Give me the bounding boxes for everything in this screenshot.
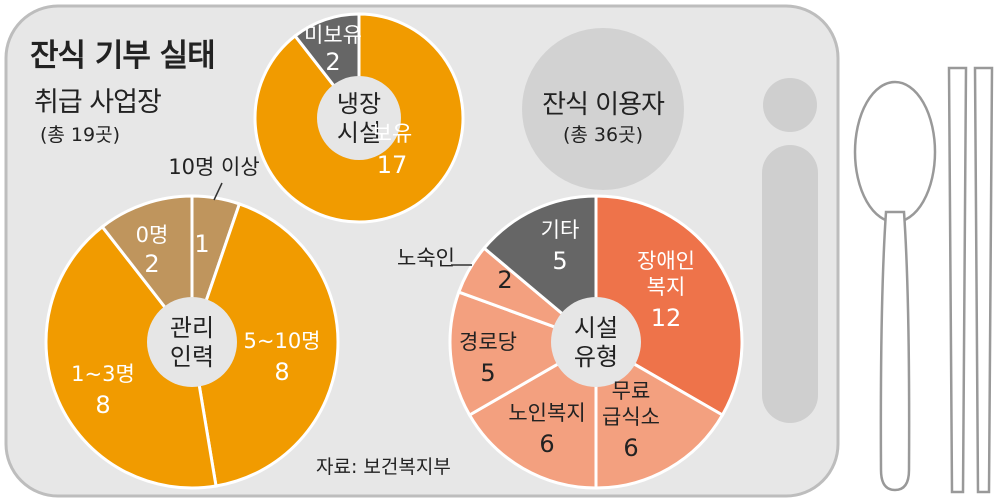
pie-3-center: [551, 297, 641, 387]
pie-1-label-보유: 보유: [372, 122, 412, 147]
leader-line-10plus: [213, 182, 223, 201]
pie-2-label-10명-이상: 10명 이상: [168, 155, 259, 179]
pie-2-value-1to3명: 8: [95, 391, 110, 419]
chart-title: 잔식 기부 실태: [30, 38, 216, 74]
pie-3-slice-경로당: [448, 290, 600, 418]
pie-2-value-5to10명: 8: [274, 358, 289, 386]
pie-2-label-0명: 0명: [136, 223, 169, 247]
pie-2-label-5to10명: 5~10명: [244, 329, 321, 353]
pie-1-center-label: 냉장: [337, 90, 381, 118]
pie-3-label-노숙인: 노숙인: [397, 246, 455, 270]
pie-3-label-장애인-복지: 복지: [647, 275, 686, 299]
pie-3-value-경로당: 5: [480, 359, 495, 387]
pie-2-center: [147, 297, 237, 387]
pie-1-value-미보유: 2: [325, 48, 340, 76]
chart-subtitle: 취급 사업장: [34, 87, 162, 118]
pie-2-label-1to3명: 1~3명: [71, 362, 135, 386]
users-bubble: [522, 28, 684, 190]
pie-3-slice-노인복지: [467, 339, 598, 490]
pie-2-center-label: 인력: [170, 343, 214, 371]
pie-3-value-기타: 5: [552, 247, 567, 275]
pie-2-center-label: 관리: [170, 314, 214, 342]
pie-1-slice-보유: [253, 12, 465, 224]
chopsticks-icon: [947, 66, 994, 494]
users-title: 잔식 이용자: [542, 90, 665, 120]
chart-subtitle-note: (총 19곳): [40, 124, 121, 146]
pie-2-value-10명-이상: 1: [194, 230, 209, 258]
pie-3-slice-기타: [482, 194, 598, 346]
pie-2-slice-5to10명: [190, 202, 340, 488]
spoon-icon: [853, 80, 937, 492]
users-note: (총 36곳): [562, 124, 643, 146]
pie-1-value-보유: 17: [377, 151, 408, 179]
pie-3-value-노숙인: 2: [497, 266, 512, 294]
pie-3-value-무료-급식소: 6: [623, 434, 638, 462]
pie-1-center: [317, 76, 401, 160]
pie-3-value-노인복지: 6: [539, 430, 554, 458]
pie-3-label-무료-급식소: 무료: [612, 379, 651, 403]
pie-1-center-label: 시설: [337, 119, 381, 147]
pie-3-value-장애인-복지: 12: [651, 304, 682, 332]
tray-long-compartment: [762, 145, 818, 423]
pie-3-center-label: 유형: [574, 343, 618, 371]
pie-3-label-경로당: 경로당: [459, 330, 517, 354]
pie-3-slice-무료-급식소: [594, 339, 725, 490]
tray-round-compartment: [763, 78, 817, 132]
pie-1-label-미보유: 미보유: [304, 23, 362, 47]
pie-3-center-label: 시설: [574, 314, 618, 342]
pie-2-value-0명: 2: [144, 250, 159, 278]
pie-3-label-장애인-복지: 장애인: [637, 249, 695, 273]
pie-3-label-무료-급식소: 급식소: [602, 405, 660, 429]
pie-3-label-노인복지: 노인복지: [508, 401, 585, 425]
source-note: 자료: 보건복지부: [316, 456, 451, 478]
pie-2-slice-1to3명: [44, 224, 218, 490]
pie-3-label-기타: 기타: [541, 218, 580, 242]
